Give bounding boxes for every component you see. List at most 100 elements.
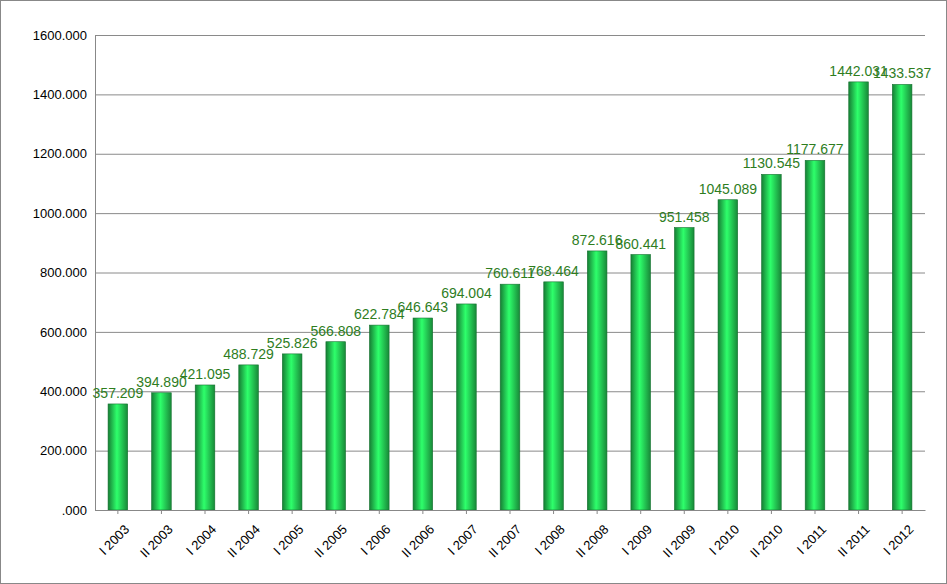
x-tick: I 2009 <box>619 510 655 558</box>
grid-line <box>95 213 925 214</box>
x-tick-label: II 2005 <box>311 522 350 561</box>
data-label: 860.441 <box>615 236 666 252</box>
x-tick-mark <box>640 510 641 514</box>
y-tick-label: 1200.000 <box>33 146 87 161</box>
y-tick: 800.000 <box>40 265 925 280</box>
grid-line <box>95 35 925 36</box>
x-tick: II 2007 <box>486 510 525 560</box>
y-tick-label: 1400.000 <box>33 87 87 102</box>
x-tick-label: I 2003 <box>96 522 132 558</box>
y-tick-label: 800.000 <box>40 265 87 280</box>
x-tick-label: I 2011 <box>794 522 829 557</box>
y-axis: .000200.000400.000600.000800.0001000.000… <box>33 28 925 518</box>
x-tick-mark <box>902 510 903 514</box>
x-tick-label: II 2004 <box>224 522 263 561</box>
x-tick-label: II 2007 <box>486 522 525 561</box>
y-tick-label: 600.000 <box>40 325 87 340</box>
x-tick-label: II 2003 <box>137 522 176 561</box>
x-tick-mark <box>553 510 554 514</box>
x-tick-label: I 2008 <box>532 522 568 558</box>
data-label: 646.643 <box>398 299 449 315</box>
x-tick-label: I 2004 <box>183 522 219 558</box>
x-tick-label: I 2012 <box>880 522 916 558</box>
x-tick: II 2008 <box>573 510 612 560</box>
x-tick: I 2004 <box>183 510 219 558</box>
x-tick-label: I 2005 <box>270 522 306 558</box>
x-tick-mark <box>292 510 293 514</box>
data-label: 768.464 <box>528 263 579 279</box>
x-tick: I 2011 <box>794 510 829 557</box>
bar <box>674 228 694 510</box>
bars <box>108 82 912 510</box>
x-tick-mark <box>597 510 598 514</box>
data-label: 1045.089 <box>699 181 758 197</box>
x-tick: I 2008 <box>532 510 568 558</box>
x-tick-mark <box>117 510 118 514</box>
x-tick-mark <box>510 510 511 514</box>
x-tick-label: II 2010 <box>747 522 786 561</box>
x-tick-mark <box>771 510 772 514</box>
y-tick: 1000.000 <box>33 206 925 221</box>
x-tick: I 2003 <box>96 510 132 558</box>
bar <box>892 84 912 510</box>
y-tick-label: .000 <box>62 503 87 518</box>
x-tick: II 2011 <box>835 510 873 560</box>
x-tick-mark <box>858 510 859 514</box>
x-tick-label: I 2007 <box>445 522 481 558</box>
x-tick-label: I 2009 <box>619 522 655 558</box>
bar <box>413 318 433 510</box>
y-tick-label: 1000.000 <box>33 206 87 221</box>
x-tick-label: I 2010 <box>706 522 742 558</box>
bar <box>457 304 477 510</box>
y-tick: .000 <box>62 503 925 518</box>
x-tick-mark <box>684 510 685 514</box>
data-label: 566.808 <box>310 323 361 339</box>
bar <box>805 160 825 510</box>
x-tick-mark <box>205 510 206 514</box>
bar <box>849 82 869 510</box>
x-tick-label: II 2006 <box>398 522 437 561</box>
chart-border <box>1 1 947 584</box>
x-tick-mark <box>248 510 249 514</box>
y-tick: 1400.000 <box>33 87 925 102</box>
x-tick-mark <box>335 510 336 514</box>
x-tick-mark <box>379 510 380 514</box>
y-tick: 1600.000 <box>33 28 925 43</box>
x-tick: I 2010 <box>706 510 742 558</box>
bar <box>500 284 520 510</box>
x-axis: I 2003II 2003I 2004II 2004I 2005II 2005I… <box>96 510 926 560</box>
bar <box>631 255 651 510</box>
data-label: 951.458 <box>659 209 710 225</box>
y-tick: 200.000 <box>40 443 925 458</box>
bar <box>587 251 607 510</box>
x-tick: I 2012 <box>880 510 916 558</box>
x-tick: II 2006 <box>398 510 437 560</box>
x-tick-label: II 2011 <box>835 522 873 560</box>
bar <box>152 393 172 510</box>
x-tick-mark <box>466 510 467 514</box>
x-tick-label: II 2008 <box>573 522 612 561</box>
x-tick: II 2005 <box>311 510 350 560</box>
plot: .000200.000400.000600.000800.0001000.000… <box>33 28 932 561</box>
x-tick-mark <box>727 510 728 514</box>
x-tick: I 2006 <box>357 510 393 558</box>
bar <box>326 342 346 510</box>
x-tick: II 2010 <box>747 510 786 560</box>
x-tick-mark <box>422 510 423 514</box>
bar <box>239 365 259 510</box>
y-tick-label: 200.000 <box>40 443 87 458</box>
x-tick: II 2009 <box>660 510 699 560</box>
bar <box>369 325 389 510</box>
bar <box>718 200 738 510</box>
bar <box>762 174 782 510</box>
data-label: 1433.537 <box>873 65 932 81</box>
x-tick: II 2003 <box>137 510 176 560</box>
y-tick: 600.000 <box>40 325 925 340</box>
data-label: 1130.545 <box>743 155 801 171</box>
data-label: 421.095 <box>180 366 231 382</box>
x-tick-mark <box>161 510 162 514</box>
x-tick-mark <box>814 510 815 514</box>
data-label: 694.004 <box>441 285 492 301</box>
bar <box>195 385 215 510</box>
x-tick: I 2007 <box>445 510 481 558</box>
